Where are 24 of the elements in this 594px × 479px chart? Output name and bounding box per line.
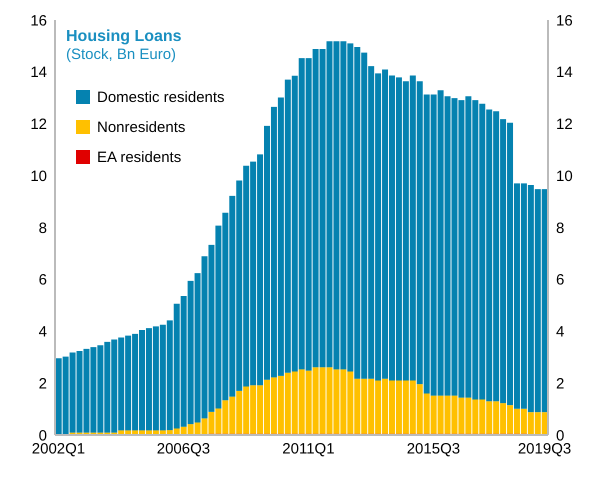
x-tick-label: 2011Q1 (282, 440, 335, 458)
y2-tick-label: 4 (556, 324, 564, 341)
legend-label: Nonresidents (97, 118, 186, 136)
y-tick-label: 4 (38, 324, 47, 341)
x-tick-label: 2006Q3 (156, 440, 210, 458)
y-tick-label: 12 (30, 116, 47, 134)
y-tick-label: 14 (30, 64, 47, 82)
text: Housing Loans (66, 28, 182, 46)
y-tick-label: 6 (38, 272, 47, 289)
x-tick-label: 2015Q3 (406, 440, 460, 458)
y2-tick-label: 6 (556, 272, 564, 289)
text: (Stock, Bn Euro) (66, 46, 178, 63)
y-tick-label: 8 (38, 220, 47, 237)
y2-tick-label: 10 (556, 168, 573, 185)
y2-tick-label: 2 (556, 375, 564, 392)
y-tick-label: 2 (38, 375, 47, 392)
y-tick-label: 10 (30, 168, 47, 185)
y2-tick-label: 12 (556, 116, 573, 134)
legend-label: EA residents (97, 148, 182, 166)
legend-label: Domestic residents (97, 88, 225, 106)
y-tick-label: 16 (30, 12, 47, 30)
y2-tick-label: 8 (556, 220, 564, 237)
y2-tick-label: 14 (556, 64, 573, 82)
y2-tick-label: 16 (556, 12, 573, 30)
